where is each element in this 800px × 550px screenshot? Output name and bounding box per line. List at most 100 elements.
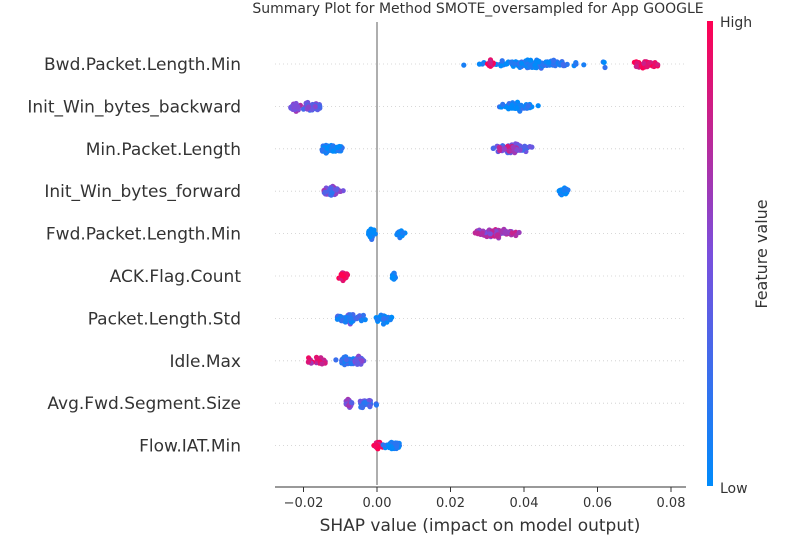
shap-point [334, 316, 340, 322]
feature-label: Flow.IAT.Min [139, 437, 241, 457]
shap-point [400, 230, 406, 236]
shap-point [487, 231, 493, 237]
shap-point [527, 62, 534, 68]
shap-point [374, 316, 380, 323]
feature-gridlines [275, 63, 686, 447]
shap-point [518, 60, 525, 66]
shap-point [339, 272, 345, 279]
shap-point [602, 64, 608, 71]
colorbar-label: Feature value [752, 199, 771, 308]
feature-label: Packet.Length.Std [88, 309, 241, 329]
colorbar-low-label: Low [720, 481, 748, 497]
shap-point [498, 63, 504, 69]
shap-point [380, 316, 387, 322]
shap-point [565, 187, 571, 193]
shap-point [319, 147, 325, 153]
shap-point [374, 442, 380, 448]
shap-point [514, 105, 520, 111]
shap-point [500, 101, 506, 107]
feature-label: Init_Win_bytes_forward [44, 182, 241, 202]
shap-point [305, 359, 312, 365]
feature-label: Fwd.Packet.Length.Min [46, 225, 241, 245]
x-tick-label: −0.02 [284, 496, 324, 511]
shap-point [317, 103, 323, 109]
x-tick-label: 0.06 [583, 496, 612, 511]
colorbar [707, 21, 713, 486]
shap-point [333, 357, 339, 363]
shap-point [476, 61, 482, 67]
shap-point [358, 318, 364, 324]
shap-point [655, 62, 661, 68]
shap-point [573, 61, 579, 67]
shap-point [644, 64, 650, 70]
feature-label: ACK.Flag.Count [110, 267, 242, 287]
shap-point [535, 103, 541, 109]
shap-point [338, 318, 344, 324]
shap-point [509, 105, 515, 111]
shap-point [646, 60, 653, 66]
shap-point [546, 59, 552, 65]
shap-point [343, 357, 349, 363]
shap-point [560, 61, 566, 67]
shap-point [319, 361, 325, 367]
shap-point [510, 144, 516, 150]
x-axis-ticks: −0.02 0.00 0.02 0.04 0.06 0.08 [284, 487, 686, 511]
feature-label: Idle.Max [169, 352, 241, 372]
shap-point [348, 315, 354, 321]
feature-label: Init_Win_bytes_backward [27, 97, 241, 117]
colorbar-high-label: High [720, 15, 752, 31]
shap-point [353, 357, 359, 363]
feature-label: Min.Packet.Length [86, 140, 241, 160]
shap-point [641, 60, 647, 66]
shap-point [581, 62, 587, 68]
shap-point [329, 190, 335, 196]
shap-point [367, 403, 373, 409]
shap-point [390, 274, 397, 280]
shap-point [501, 146, 507, 152]
x-axis-label: SHAP value (impact on model output) [320, 516, 641, 536]
x-tick-label: 0.08 [657, 496, 686, 511]
x-tick-label: 0.00 [363, 496, 392, 511]
feature-labels: Bwd.Packet.Length.Min Init_Win_bytes_back… [27, 55, 241, 457]
shap-point [334, 144, 340, 150]
shap-point [342, 319, 348, 325]
shap-point [362, 399, 368, 405]
chart-title: Summary Plot for Method SMOTE_oversample… [252, 1, 703, 17]
shap-point [475, 231, 481, 237]
shap-point [380, 321, 387, 327]
shap-point [389, 314, 395, 320]
shap-point [385, 442, 391, 448]
feature-label: Bwd.Packet.Length.Min [44, 55, 241, 75]
shap-point [394, 443, 400, 449]
shap-point [487, 60, 493, 66]
shap-point [300, 106, 307, 112]
shap-point [516, 229, 522, 236]
shap-point [291, 103, 297, 110]
shap-point [313, 354, 320, 360]
shap-point [305, 104, 312, 110]
shap-point [503, 61, 509, 67]
shap-point [528, 57, 534, 63]
shap-point [633, 63, 639, 70]
shap-point [306, 355, 312, 361]
shap-point [324, 145, 330, 152]
shap-point [479, 230, 485, 236]
shap-point [497, 147, 503, 154]
shap-point [349, 400, 355, 406]
shap-point [551, 57, 557, 63]
shap-point [334, 186, 340, 192]
shap-point [371, 229, 377, 236]
shap-point [359, 404, 366, 411]
shap-point [532, 62, 538, 68]
shap-point [601, 59, 607, 65]
shap-point [373, 402, 379, 408]
shap-point [508, 59, 514, 65]
shap-point [522, 143, 528, 149]
shap-point [561, 187, 567, 194]
feature-label: Avg.Fwd.Segment.Size [47, 394, 241, 414]
x-tick-label: 0.04 [510, 496, 539, 511]
x-tick-label: 0.02 [436, 496, 465, 511]
shap-point [499, 58, 505, 64]
shap-point [461, 62, 467, 68]
